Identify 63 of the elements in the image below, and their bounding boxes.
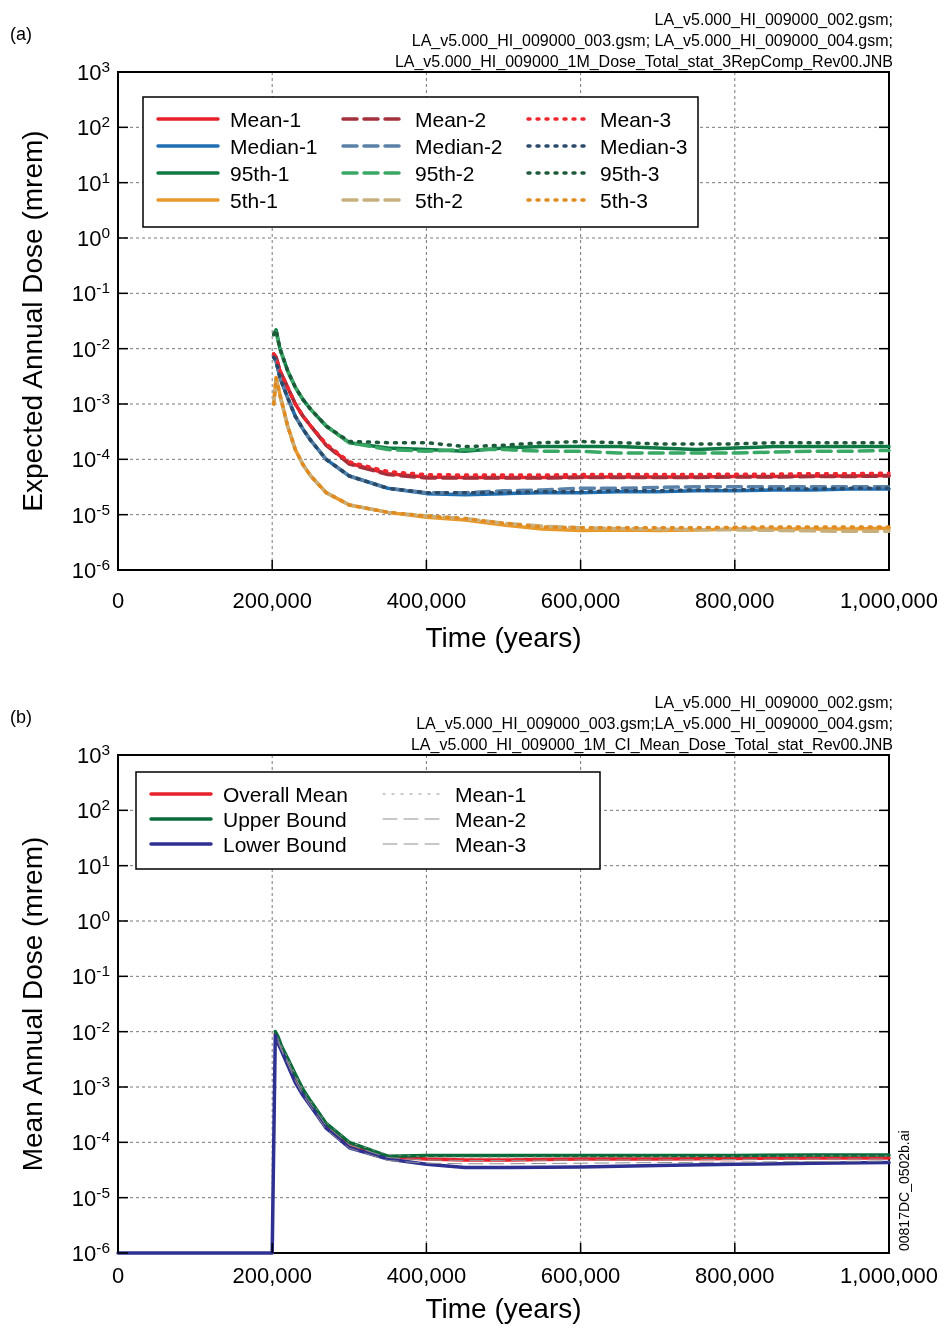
- text: LA_v5.000_HI_009000_003.gsm;LA_v5.000_HI_009000_004.gsm;: [416, 715, 893, 733]
- y-tick-label: 10$^{-4}$: [71, 1127, 111, 1156]
- legend-label: Overall Mean: [223, 783, 348, 806]
- y-tick-label: 10$^{-5}$: [71, 500, 110, 528]
- x-tick-label: 0: [111, 588, 125, 613]
- legend-label: Mean-2: [455, 808, 527, 831]
- legend-label: Median-3: [600, 135, 688, 158]
- y-axis-title: Mean Annual Dose (mrem): [17, 836, 48, 1172]
- text: LA_v5.000_HI_009000_1M_Dose_Total_stat_3RepComp_Rev00.JNB: [394, 53, 893, 71]
- y-axis-title: Expected Annual Dose (mrem): [17, 130, 48, 512]
- y-tick-label: 10$^{-3}$: [71, 1072, 110, 1100]
- legend-label: Median-1: [230, 135, 318, 158]
- y-tick-label: 10$^{-2}$: [71, 334, 110, 362]
- y-tick-label: 10$^{-3}$: [71, 389, 110, 417]
- legend-label: Lower Bound: [223, 833, 347, 856]
- y-tick-label: 10$^{-1}$: [71, 278, 110, 307]
- y-tick-label: 10$^{3}$: [76, 57, 110, 85]
- x-tick-label: 600,000: [540, 1263, 621, 1288]
- y-tick-label: 10$^{2}$: [76, 112, 110, 141]
- x-axis-title: Time (years): [425, 1293, 582, 1324]
- x-tick-label: 200,000: [232, 588, 312, 613]
- legend-label: 95th-3: [600, 162, 660, 185]
- y-tick-label: 10$^{-6}$: [71, 555, 110, 583]
- text: (b): [10, 707, 32, 727]
- legend-label: Mean-3: [600, 108, 672, 131]
- text: (a): [10, 24, 32, 44]
- legend-label: Mean-3: [455, 833, 527, 856]
- legend-label: Mean-1: [230, 108, 302, 131]
- text: LA_v5.000_HI_009000_002.gsm;: [654, 694, 893, 712]
- legend-label: 95th-1: [230, 162, 290, 185]
- x-tick-label: 1,000,000: [840, 1263, 938, 1288]
- text: LA_v5.000_HI_009000_003.gsm; LA_v5.000_HI_009000_004.gsm;: [411, 32, 893, 50]
- text: 00817DC_0502b.ai: [896, 1130, 912, 1251]
- y-tick-label: 10$^{-2}$: [71, 1017, 110, 1045]
- y-tick-label: 10$^{-6}$: [71, 1238, 110, 1266]
- x-tick-label: 400,000: [386, 588, 467, 613]
- text: LA_v5.000_HI_009000_002.gsm;: [654, 11, 893, 29]
- x-tick-label: 0: [111, 1263, 125, 1288]
- y-tick-label: 10$^{1}$: [76, 168, 110, 196]
- y-tick-label: 10$^{-1}$: [71, 961, 110, 990]
- legend-label: Mean-2: [415, 108, 487, 131]
- x-tick-label: 800,000: [695, 1263, 775, 1288]
- x-tick-label: 200,000: [232, 1263, 312, 1288]
- x-tick-label: 800,000: [695, 588, 775, 613]
- legend-label: 95th-2: [415, 162, 475, 185]
- x-tick-label: 400,000: [386, 1263, 467, 1288]
- legend-label: 5th-2: [415, 189, 463, 212]
- y-tick-label: 10$^{-4}$: [71, 444, 111, 473]
- legend-label: 5th-3: [600, 189, 648, 212]
- legend-label: Median-2: [415, 135, 503, 158]
- legend-label: Mean-1: [455, 783, 527, 806]
- x-tick-label: 1,000,000: [840, 588, 938, 613]
- y-tick-label: 10$^{0}$: [76, 223, 110, 251]
- y-tick-label: 10$^{-5}$: [71, 1183, 110, 1211]
- y-tick-label: 10$^{2}$: [76, 795, 110, 824]
- y-tick-label: 10$^{3}$: [76, 740, 110, 768]
- y-tick-label: 10$^{1}$: [76, 851, 110, 879]
- legend-label: 5th-1: [230, 189, 278, 212]
- x-axis-title: Time (years): [425, 622, 582, 653]
- text: LA_v5.000_HI_009000_1M_CI_Mean_Dose_Total_stat_Rev00.JNB: [410, 736, 893, 754]
- y-tick-label: 10$^{0}$: [76, 906, 110, 934]
- legend-label: Upper Bound: [223, 808, 347, 831]
- x-tick-label: 600,000: [540, 588, 621, 613]
